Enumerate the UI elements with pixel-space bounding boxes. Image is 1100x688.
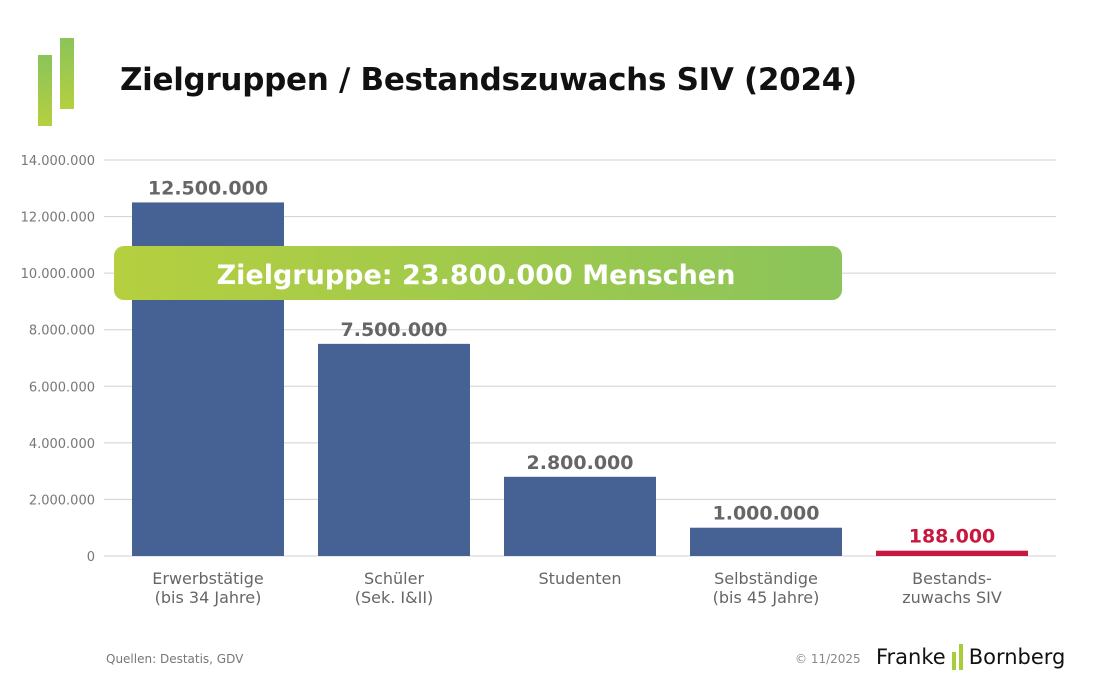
bar <box>504 476 656 556</box>
brand-bars-icon <box>951 644 963 670</box>
copyright: © 11/2025 <box>795 652 861 666</box>
x-tick-label: zuwachs SIV <box>902 588 1002 607</box>
page-title: Zielgruppen / Bestandszuwachs SIV (2024) <box>120 62 857 98</box>
bar <box>318 343 470 556</box>
data-label: 7.500.000 <box>341 319 448 341</box>
data-label: 188.000 <box>909 526 996 548</box>
y-tick-label: 8.000.000 <box>29 324 95 339</box>
x-tick-label: Bestands- <box>912 569 992 588</box>
x-tick-label: Erwerbstätige <box>152 569 263 588</box>
x-tick-label: (bis 45 Jahre) <box>713 588 820 607</box>
data-label: 1.000.000 <box>713 503 820 525</box>
annotation-text: Zielgruppe: 23.800.000 Menschen <box>217 260 736 291</box>
logo-icon <box>38 38 74 126</box>
x-tick-label: Schüler <box>364 569 425 588</box>
y-tick-label: 6.000.000 <box>29 380 95 395</box>
x-tick-label: (bis 34 Jahre) <box>155 588 262 607</box>
x-tick-label: (Sek. I&II) <box>355 588 434 607</box>
y-tick-label: 2.000.000 <box>29 493 95 508</box>
data-label: 2.800.000 <box>527 452 634 474</box>
x-tick-label: Selbständige <box>714 569 818 588</box>
y-tick-label: 12.000.000 <box>21 211 95 226</box>
bar <box>876 550 1028 556</box>
source-note: Quellen: Destatis, GDV <box>106 652 244 666</box>
y-tick-label: 4.000.000 <box>29 437 95 452</box>
annotation-banner: Zielgruppe: 23.800.000 Menschen <box>114 246 842 300</box>
brand-right: Bornberg <box>968 645 1066 669</box>
brand-logo: Franke Bornberg <box>876 644 1065 670</box>
data-label: 12.500.000 <box>148 177 268 199</box>
y-tick-label: 14.000.000 <box>21 154 95 169</box>
bar <box>690 527 842 556</box>
y-tick-label: 0 <box>87 550 95 565</box>
y-tick-label: 10.000.000 <box>21 267 95 282</box>
x-tick-label: Studenten <box>539 569 622 588</box>
brand-left: Franke <box>876 645 946 669</box>
